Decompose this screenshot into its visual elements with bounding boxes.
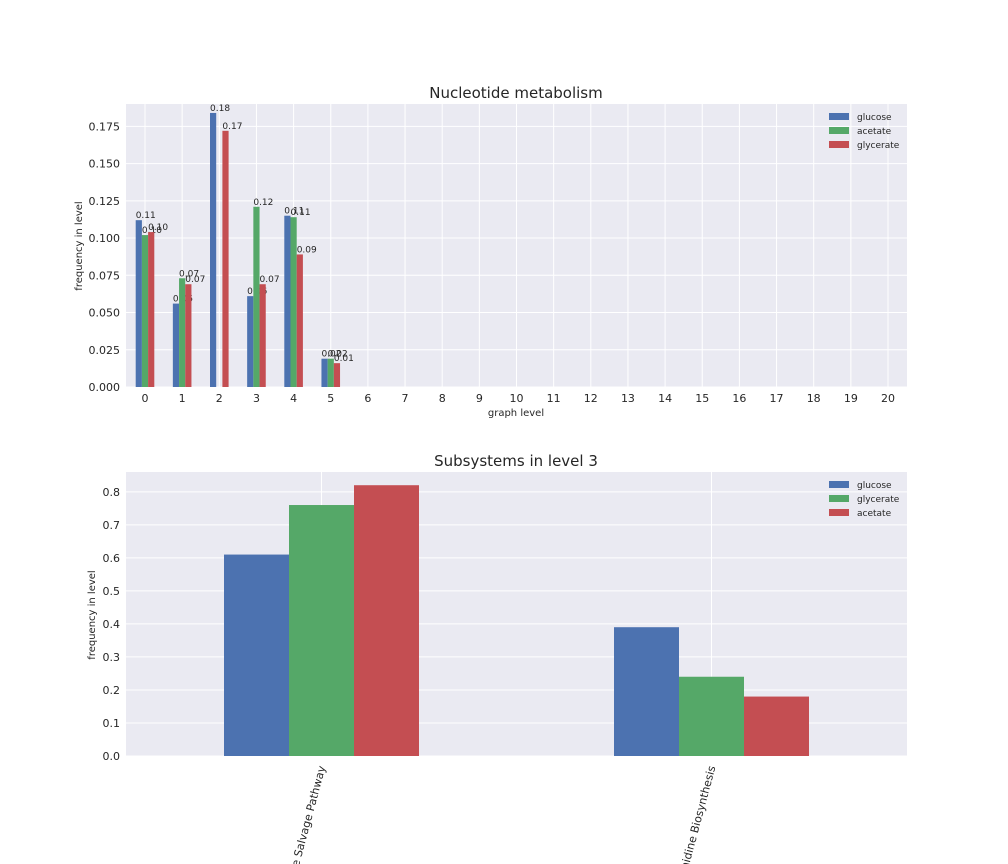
legend-swatch-acetate xyxy=(829,509,849,516)
legend-swatch-glucose xyxy=(829,481,849,488)
bar-glycerate xyxy=(333,363,341,387)
x-tick-label: 18 xyxy=(807,392,821,405)
bar-glucose xyxy=(172,303,180,387)
x-tick-label: 13 xyxy=(621,392,635,405)
chart-title: Nucleotide metabolism xyxy=(429,84,603,102)
x-tick-label: 17 xyxy=(770,392,784,405)
y-tick-label: 0.0 xyxy=(103,750,121,763)
y-tick-label: 0.8 xyxy=(103,486,121,499)
y-tick-label: 0.4 xyxy=(103,618,121,631)
bar-value-label: 0.11 xyxy=(284,207,304,217)
y-tick-label: 0.075 xyxy=(89,269,121,282)
x-tick-label: 6 xyxy=(364,392,371,405)
nucleotide-metabolism-chart: Nucleotide metabolism graph level freque… xyxy=(74,84,907,419)
x-tick-label: 9 xyxy=(476,392,483,405)
bar-value-label: 0.02 xyxy=(321,350,341,360)
legend-swatch-glycerate xyxy=(829,141,849,148)
bar-value-label: 0.01 xyxy=(334,354,354,364)
x-tick-label: 0 xyxy=(142,392,149,405)
bar-glycerate xyxy=(679,676,744,756)
bar-value-label: 0.11 xyxy=(136,211,156,221)
x-tick-label: 15 xyxy=(695,392,709,405)
x-tick-label: 14 xyxy=(658,392,672,405)
bar-glycerate xyxy=(259,284,266,387)
bar-value-label: 0.10 xyxy=(148,223,168,233)
bar-glucose xyxy=(247,296,254,387)
x-tick-label: 3 xyxy=(253,392,260,405)
legend-label-glycerate: glycerate xyxy=(857,495,900,505)
legend-label-acetate: acetate xyxy=(857,127,892,137)
y-tick-label: 0.5 xyxy=(103,585,121,598)
bar-glucose xyxy=(135,220,142,387)
y-tick-label: 0.000 xyxy=(89,381,121,394)
subsystems-level3-chart: Subsystems in level 3 frequency in level… xyxy=(87,452,907,864)
x-tick-label: 10 xyxy=(510,392,524,405)
y-tick-label: 0.125 xyxy=(89,195,121,208)
bar-glucose xyxy=(321,358,328,387)
legend-label-glucose: glucose xyxy=(857,113,892,123)
x-tick-label: 19 xyxy=(844,392,858,405)
x-tick-label: 12 xyxy=(584,392,598,405)
bar-acetate xyxy=(290,217,297,387)
y-tick-label: 0.100 xyxy=(89,232,121,245)
x-tick-label: 16 xyxy=(732,392,746,405)
x-tick-label: 5 xyxy=(327,392,334,405)
x-tick-label: 20 xyxy=(881,392,895,405)
y-axis-label: frequency in level xyxy=(87,570,98,659)
legend-swatch-acetate xyxy=(829,127,849,134)
y-tick-label: 0.2 xyxy=(103,684,121,697)
bar-value-label: 0.12 xyxy=(253,198,273,208)
bar-acetate xyxy=(327,358,334,387)
x-tick-label: 7 xyxy=(402,392,409,405)
bar-value-label: 0.18 xyxy=(210,104,230,114)
legend-swatch-glycerate xyxy=(829,495,849,502)
legend-label-glucose: glucose xyxy=(857,481,892,491)
bar-glycerate xyxy=(289,505,354,756)
bar-value-label: 0.02 xyxy=(328,350,348,360)
x-tick-label: 1 xyxy=(179,392,186,405)
bar-glycerate xyxy=(148,232,155,387)
y-tick-label: 0.175 xyxy=(89,120,121,133)
y-tick-label: 0.050 xyxy=(89,307,121,320)
x-tick-label: 4 xyxy=(290,392,297,405)
bar-glucose xyxy=(210,112,217,388)
bar-value-label: 0.10 xyxy=(142,226,162,236)
bar-glucose xyxy=(284,215,291,387)
x-tick-label: 8 xyxy=(439,392,446,405)
bar-glucose xyxy=(614,627,679,756)
bar-glucose xyxy=(224,554,289,756)
bar-value-label: 0.07 xyxy=(185,275,205,285)
bar-value-label: 0.09 xyxy=(297,245,317,255)
bar-value-label: 0.17 xyxy=(222,122,242,132)
y-tick-label: 0.6 xyxy=(103,552,121,565)
legend-label-acetate: acetate xyxy=(857,509,892,519)
bar-acetate xyxy=(179,278,186,387)
y-tick-label: 0.025 xyxy=(89,344,121,357)
y-tick-label: 0.7 xyxy=(103,519,121,532)
bar-acetate xyxy=(744,696,809,756)
bar-glycerate xyxy=(185,284,192,387)
x-axis-label: graph level xyxy=(488,408,544,419)
bar-value-label: 0.11 xyxy=(291,208,311,218)
y-axis-label: frequency in level xyxy=(74,201,85,290)
bar-value-label: 0.07 xyxy=(179,269,199,279)
y-tick-label: 0.1 xyxy=(103,717,121,730)
y-tick-label: 0.3 xyxy=(103,651,121,664)
bar-glycerate xyxy=(296,254,303,387)
bar-value-label: 0.07 xyxy=(260,275,280,285)
legend-swatch-glucose xyxy=(829,113,849,120)
y-tick-label: 0.150 xyxy=(89,158,121,171)
x-tick-label: 2 xyxy=(216,392,223,405)
bar-acetate xyxy=(141,235,149,387)
bar-acetate xyxy=(253,206,260,387)
x-tick-label: 11 xyxy=(547,392,561,405)
legend-label-glycerate: glycerate xyxy=(857,141,900,151)
bar-acetate xyxy=(354,485,419,756)
bar-glycerate xyxy=(222,130,229,387)
chart-title: Subsystems in level 3 xyxy=(434,452,598,470)
